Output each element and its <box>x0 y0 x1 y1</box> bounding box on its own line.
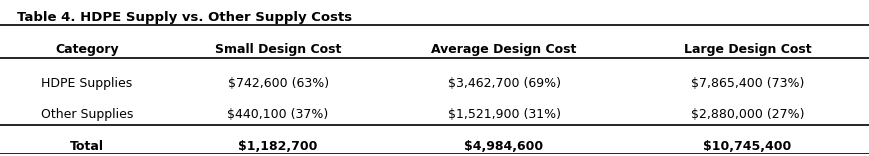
Text: $10,745,400: $10,745,400 <box>703 140 792 153</box>
Text: Other Supplies: Other Supplies <box>41 108 133 121</box>
Text: Category: Category <box>55 43 119 56</box>
Text: Average Design Cost: Average Design Cost <box>431 43 577 56</box>
Text: $742,600 (63%): $742,600 (63%) <box>228 77 328 90</box>
Text: $1,182,700: $1,182,700 <box>238 140 318 153</box>
Text: $1,521,900 (31%): $1,521,900 (31%) <box>448 108 561 121</box>
Text: HDPE Supplies: HDPE Supplies <box>41 77 133 90</box>
Text: $7,865,400 (73%): $7,865,400 (73%) <box>691 77 804 90</box>
Text: Table 4. HDPE Supply vs. Other Supply Costs: Table 4. HDPE Supply vs. Other Supply Co… <box>17 11 353 24</box>
Text: Total: Total <box>70 140 104 153</box>
Text: Large Design Cost: Large Design Cost <box>684 43 811 56</box>
Text: $3,462,700 (69%): $3,462,700 (69%) <box>448 77 561 90</box>
Text: $440,100 (37%): $440,100 (37%) <box>228 108 328 121</box>
Text: $4,984,600: $4,984,600 <box>464 140 544 153</box>
Text: $2,880,000 (27%): $2,880,000 (27%) <box>691 108 804 121</box>
Text: Small Design Cost: Small Design Cost <box>215 43 342 56</box>
